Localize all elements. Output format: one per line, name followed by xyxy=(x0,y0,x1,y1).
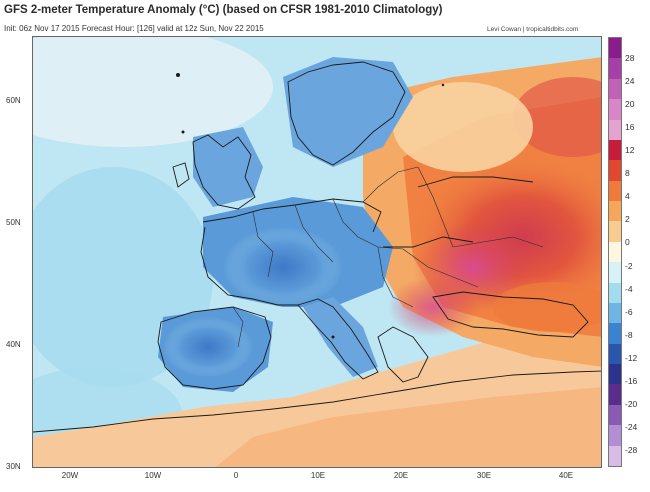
colorbar-segment xyxy=(609,302,621,324)
colorbar-tick-label: -28 xyxy=(625,445,638,455)
colorbar-tick-label: -6 xyxy=(625,306,633,317)
colorbar-segment xyxy=(609,241,621,263)
borders xyxy=(232,166,544,348)
lon-label-40e: 40E xyxy=(558,471,574,480)
colorbar-tick-label: 16 xyxy=(625,122,635,133)
italy-cold xyxy=(303,297,378,377)
colorbar-tick-label: -20 xyxy=(625,398,638,409)
colorbar-segment xyxy=(609,38,621,59)
colorbar-segment xyxy=(609,180,621,202)
colorbar-tick-label: 2 xyxy=(625,214,630,225)
colorbar-tick-label: 8 xyxy=(625,168,630,179)
baltic-light xyxy=(393,82,533,172)
colorbar-segment xyxy=(609,119,621,141)
map-canvas xyxy=(33,37,601,467)
colorbar-tick-label: 20 xyxy=(625,99,635,110)
colorbar-segment xyxy=(609,201,621,222)
colorbar-tick-label: -16 xyxy=(625,375,638,386)
colorbar-tick-label: 28 xyxy=(625,53,635,63)
north-east-warm xyxy=(513,77,601,157)
south-warm-inner xyxy=(215,387,601,467)
anomaly-map xyxy=(32,36,602,468)
colorbar-segment xyxy=(609,78,621,100)
coastlines xyxy=(33,61,601,433)
colorbar-segment xyxy=(609,221,621,243)
map-subtitle: Init: 06z Nov 17 2015 Forecast Hour: [12… xyxy=(4,24,264,33)
colorbar-tick-label: -4 xyxy=(625,283,633,294)
colorbar-segment xyxy=(609,323,621,345)
colorbar-tick-label: -24 xyxy=(625,421,638,432)
scandinavia-cold xyxy=(283,57,413,167)
colorbar-tick-label: -12 xyxy=(625,352,638,363)
colorbar-segment xyxy=(609,445,621,467)
colorbar-tick-label: 4 xyxy=(625,191,630,202)
lon-label-10w: 10W xyxy=(144,471,162,480)
colorbar-tick-label: 12 xyxy=(625,145,635,156)
map-title: GFS 2-meter Temperature Anomaly (°C) (ba… xyxy=(4,4,443,16)
credit-text: Levi Cowan | tropicaltidbits.com xyxy=(487,26,579,33)
lon-label-30e: 30E xyxy=(476,471,492,480)
iberia-cold-core xyxy=(163,317,253,377)
colorbar-segment xyxy=(609,99,621,121)
colorbar-segment xyxy=(609,139,621,161)
colorbar-segment xyxy=(609,282,621,304)
atlantic-pale-north xyxy=(33,37,273,147)
lat-label-60n: 60N xyxy=(6,96,21,105)
lat-label-50n: 50N xyxy=(6,218,21,227)
colorbar-segment xyxy=(609,58,621,80)
lat-label-40n: 40N xyxy=(6,340,21,349)
lon-label-20w: 20W xyxy=(61,471,79,480)
france-cold-core xyxy=(223,227,343,307)
colorbar xyxy=(608,37,622,467)
colorbar-tick-label: -8 xyxy=(625,329,633,340)
black-sea-warm xyxy=(493,282,601,332)
colorbar-segment xyxy=(609,404,621,426)
colorbar-segment xyxy=(609,384,621,406)
colorbar-segment xyxy=(609,343,621,365)
colorbar-segment xyxy=(609,262,621,284)
lat-label-30n: 30N xyxy=(6,462,21,471)
colorbar-segment xyxy=(609,425,621,447)
colorbar-segment xyxy=(609,364,621,385)
lon-label-0: 0 xyxy=(233,471,239,480)
colorbar-tick-label: -2 xyxy=(625,260,633,271)
lon-label-10e: 10E xyxy=(310,471,326,480)
lon-label-20e: 20E xyxy=(393,471,409,480)
islands xyxy=(176,73,445,339)
colorbar-tick-label: 0 xyxy=(625,237,630,248)
colorbar-segment xyxy=(609,160,621,182)
colorbar-tick-label: 24 xyxy=(625,76,635,87)
balkans-hotspot xyxy=(388,277,478,337)
